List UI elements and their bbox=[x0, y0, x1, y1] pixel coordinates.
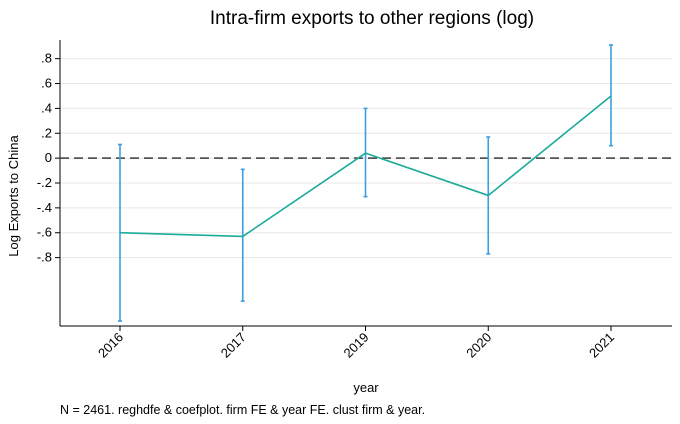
x-tick-label: 2020 bbox=[463, 330, 494, 361]
y-tick-label: .4 bbox=[41, 100, 52, 115]
y-tick-label: .6 bbox=[41, 76, 52, 91]
y-tick-label: -.4 bbox=[37, 200, 52, 215]
y-tick-label: -.2 bbox=[37, 175, 52, 190]
x-tick-label: 2021 bbox=[586, 330, 617, 361]
y-ticks: -.8 -.6 -.4 -.2 0 .2 .4 .6 .8 bbox=[37, 51, 60, 265]
x-tick-label: 2017 bbox=[218, 330, 249, 361]
x-tick-label: 2019 bbox=[341, 330, 372, 361]
y-tick-label: -.8 bbox=[37, 250, 52, 265]
x-axis-label: year bbox=[353, 380, 379, 395]
x-ticks: 2016 2017 2019 2020 2021 bbox=[95, 326, 617, 361]
y-axis-label: Log Exports to China bbox=[6, 135, 21, 257]
x-tick-label: 2016 bbox=[95, 330, 126, 361]
y-tick-label: .8 bbox=[41, 51, 52, 66]
y-tick-label: .2 bbox=[41, 125, 52, 140]
footnote: N = 2461. reghdfe & coefplot. firm FE & … bbox=[60, 403, 425, 417]
y-tick-label: 0 bbox=[45, 150, 52, 165]
y-tick-label: -.6 bbox=[37, 225, 52, 240]
chart-title: Intra-firm exports to other regions (log… bbox=[210, 8, 534, 29]
